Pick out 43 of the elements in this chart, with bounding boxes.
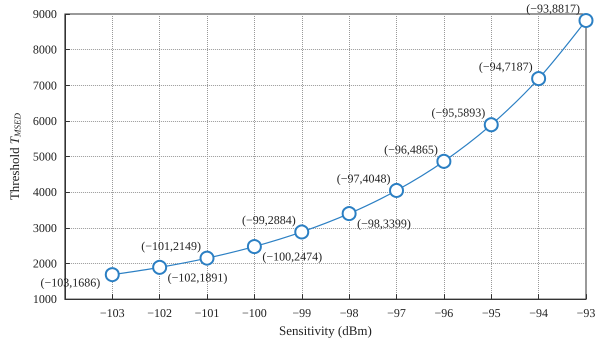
data-label: (−101,2149)	[141, 239, 202, 254]
y-axis-title: Threshold TMSED	[7, 112, 22, 200]
data-label: (−100,2474)	[262, 250, 322, 264]
point	[578, 13, 594, 28]
point	[104, 267, 120, 282]
y-tick-label: 9000	[32, 7, 57, 21]
x-tick-label: −99	[292, 306, 312, 320]
data-label: (−93,8817)	[526, 2, 580, 16]
point	[200, 250, 215, 266]
point	[436, 154, 452, 169]
x-tick-label: −101	[194, 306, 220, 320]
y-tick-label: 4000	[32, 185, 57, 200]
x-tick-label: −96	[434, 306, 454, 320]
point	[531, 71, 546, 86]
y-tick-label: 7000	[32, 78, 57, 92]
point	[342, 206, 357, 222]
x-tick-label: −95	[482, 306, 501, 320]
point	[484, 117, 499, 132]
x-tick-label: −103	[100, 306, 125, 320]
y-tick-label: 3000	[32, 220, 57, 235]
point	[389, 182, 404, 198]
x-axis-title: Sensitivity (dBm)	[279, 323, 372, 338]
data-label: (−97,4048)	[336, 171, 391, 186]
x-tick-label: −98	[340, 306, 359, 320]
y-tick-label: 5000	[32, 150, 57, 164]
y-tick-label: 1000	[32, 292, 57, 306]
data-label: (−95,5893)	[431, 106, 486, 120]
data-label: (−96,4865)	[384, 142, 438, 156]
data-label: (−99,2884)	[242, 212, 296, 227]
x-tick-label: −100	[242, 306, 267, 320]
data-label: (−98,3399)	[357, 216, 411, 231]
x-tick-label: −102	[147, 306, 172, 320]
point	[246, 239, 262, 254]
data-label: (−94,7187)	[478, 60, 533, 74]
y-tick-label: 8000	[32, 42, 57, 57]
point	[152, 260, 168, 275]
x-tick-label: −93	[576, 306, 596, 320]
point	[294, 224, 310, 240]
x-tick-label: −97	[387, 306, 406, 320]
y-tick-label: 2000	[32, 256, 57, 270]
data-label: (−102,1891)	[168, 270, 228, 284]
y-tick-label: 6000	[32, 114, 57, 128]
x-tick-label: −94	[529, 306, 548, 320]
